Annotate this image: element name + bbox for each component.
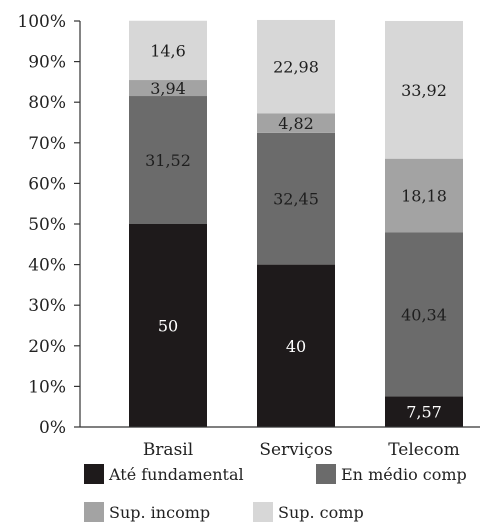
data-label: 4,82 — [278, 114, 314, 133]
bar-segment — [129, 20, 207, 81]
legend-label: Sup. incomp — [109, 503, 210, 522]
y-tick-label: 90% — [28, 53, 66, 73]
data-label: 50 — [158, 317, 178, 336]
data-label: 14,6 — [150, 41, 186, 60]
data-label: 33,92 — [401, 81, 447, 100]
legend-swatch — [84, 502, 104, 522]
legend-swatch — [316, 464, 336, 484]
y-tick-label: 70% — [28, 134, 66, 154]
y-tick-label: 0% — [39, 418, 66, 438]
data-label: 22,98 — [273, 58, 319, 77]
y-tick-label: 60% — [28, 174, 66, 194]
data-label: 32,45 — [273, 190, 319, 209]
legend: Até fundamental En médio comp Sup. incomp S… — [84, 464, 467, 522]
legend-label: Até fundamental — [108, 465, 244, 484]
bar-segment — [257, 132, 335, 265]
bar-segment — [385, 158, 463, 233]
bar-segment — [385, 20, 463, 159]
legend-swatch — [84, 464, 104, 484]
data-label: 7,57 — [406, 403, 442, 422]
y-axis: 0% 10% 20% 30% 40% 50% 60% 70% 80% 90% 100% — [17, 12, 81, 438]
x-axis: Brasil Serviços Telecom — [80, 426, 480, 460]
category-label: Telecom — [388, 440, 459, 460]
y-tick-label: 80% — [28, 93, 66, 113]
bar-segment — [257, 113, 335, 133]
bar-segment — [129, 80, 207, 97]
category-label: Serviços — [259, 440, 332, 460]
y-tick-label: 100% — [17, 12, 66, 32]
data-label: 3,94 — [150, 79, 186, 98]
bar-segment — [129, 96, 207, 224]
bar-segment — [257, 264, 335, 427]
data-label: 18,18 — [401, 187, 447, 206]
legend-label: En médio comp — [341, 465, 467, 484]
data-label: 40,34 — [401, 305, 447, 324]
bar-segment — [385, 232, 463, 397]
y-tick-label: 40% — [28, 256, 66, 276]
y-tick-label: 20% — [28, 337, 66, 357]
bar-segment — [257, 19, 335, 114]
bars: 50 31,52 3,94 14,6 40 32,45 4,82 22,98 7,57 40,34… — [129, 19, 463, 427]
bar-segment — [385, 396, 463, 427]
legend-label: Sup. comp — [278, 503, 364, 522]
y-tick-label: 10% — [28, 377, 66, 397]
data-label: 40 — [286, 337, 306, 356]
legend-swatch — [253, 502, 273, 522]
data-label: 31,52 — [145, 151, 191, 170]
y-tick-label: 50% — [28, 215, 66, 235]
category-label: Brasil — [143, 440, 193, 460]
bar-segment — [129, 224, 207, 427]
y-tick-label: 30% — [28, 296, 66, 316]
